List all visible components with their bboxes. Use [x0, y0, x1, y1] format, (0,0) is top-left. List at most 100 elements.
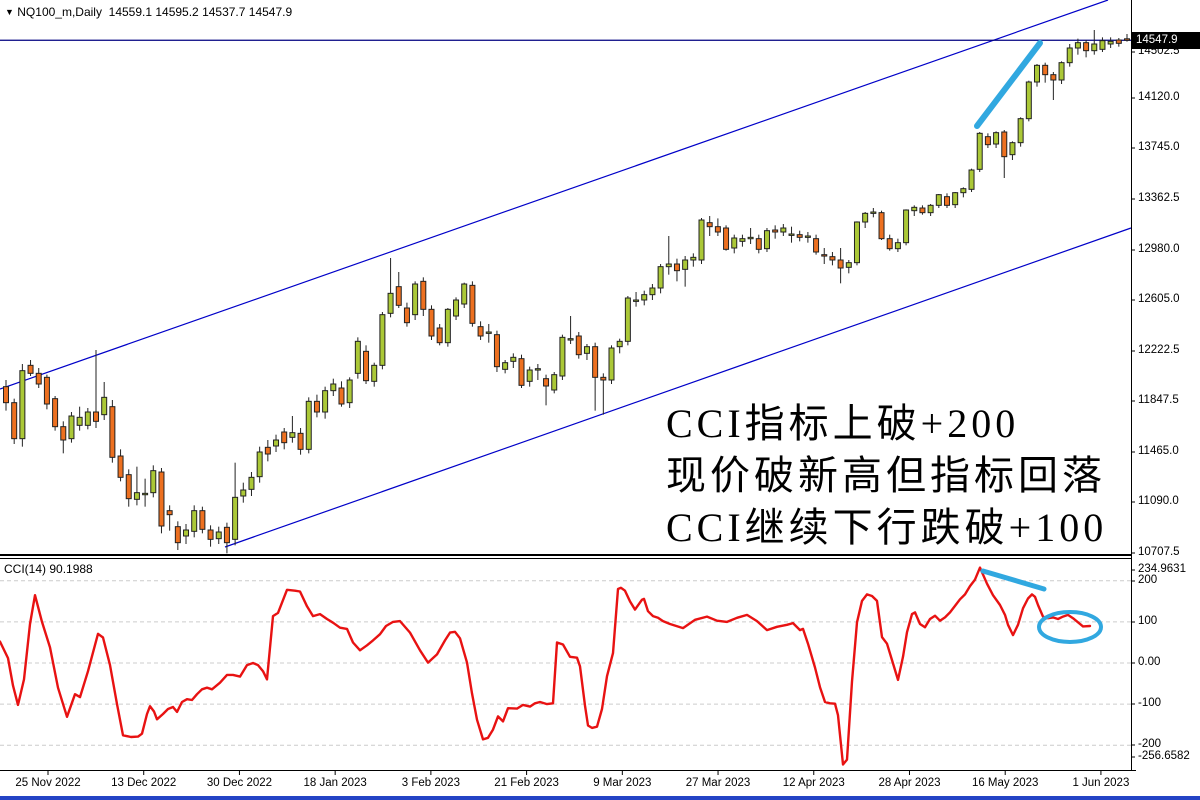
- candle-body: [624, 297, 631, 342]
- candle-body: [166, 510, 173, 516]
- candle-body: [93, 411, 100, 422]
- candle-body: [232, 496, 239, 540]
- candle-body: [191, 510, 198, 532]
- candle-body: [608, 347, 615, 381]
- candle-body: [19, 370, 26, 440]
- date-axis-label: 21 Feb 2023: [494, 777, 559, 789]
- price-axis-label: 13745.0: [1138, 141, 1180, 153]
- candle-body: [52, 398, 59, 428]
- candle-body: [485, 331, 492, 334]
- candle-body: [403, 307, 410, 324]
- candle-body: [665, 263, 672, 268]
- cci-ellipse-annotation: [1037, 610, 1103, 644]
- candle-body: [943, 196, 950, 206]
- candle-body: [109, 406, 116, 458]
- candle-body: [968, 169, 975, 190]
- ohlc-readout: 14559.1 14595.2 14537.7 14547.9: [108, 5, 293, 19]
- candle-body: [583, 346, 590, 354]
- candle-body: [804, 235, 811, 238]
- candle-body: [3, 386, 9, 404]
- candle-body: [125, 474, 132, 500]
- date-axis-label: 1 Jun 2023: [1072, 777, 1130, 789]
- candle-body: [273, 439, 280, 447]
- candle-body: [183, 529, 190, 537]
- candle-body: [11, 402, 18, 440]
- candle-body: [935, 194, 942, 206]
- candle-body: [281, 431, 288, 444]
- candle-body: [984, 136, 991, 146]
- candle-body: [600, 376, 607, 381]
- candle-body: [43, 376, 50, 405]
- pane-splitter-line2: [0, 558, 1131, 559]
- candle-body: [313, 400, 320, 413]
- candle-body: [821, 254, 828, 257]
- candle-body: [706, 222, 713, 228]
- candle-body: [886, 238, 893, 250]
- current-price-tag: 14547.9: [1132, 32, 1200, 49]
- candle-body: [788, 233, 795, 236]
- candle-body: [1107, 40, 1114, 45]
- candle-body: [510, 356, 517, 362]
- date-axis-label: 28 Apr 2023: [878, 777, 941, 789]
- candle-body: [870, 211, 877, 214]
- candle-body: [739, 238, 746, 242]
- candle-body: [363, 350, 370, 382]
- candle-body: [1115, 39, 1122, 44]
- symbol-header[interactable]: ▼ NQ100_m,Daily 14559.1 14595.2 14537.7 …: [5, 5, 292, 19]
- price-axis-label: 10707.5: [1138, 546, 1180, 558]
- symbol-dropdown-icon[interactable]: ▼: [5, 7, 14, 17]
- cci-line: [0, 566, 1092, 766]
- candle-body: [1033, 64, 1040, 83]
- candle-body: [1025, 81, 1032, 120]
- symbol-name: NQ100_m,Daily: [17, 5, 102, 19]
- candle-body: [649, 287, 656, 296]
- candle-body: [387, 292, 394, 314]
- candle-body: [469, 284, 476, 324]
- candle-body: [453, 299, 460, 317]
- price-axis-label: 11465.0: [1138, 445, 1179, 457]
- candle-body: [894, 242, 901, 250]
- date-axis-label: 25 Nov 2022: [15, 777, 81, 789]
- candle-body: [330, 383, 337, 392]
- candle-body: [150, 470, 157, 494]
- candle-body: [534, 368, 541, 371]
- time-axis-line: [0, 770, 1136, 771]
- candle-body: [927, 204, 934, 214]
- right-axis-line: [1131, 0, 1132, 771]
- date-axis-label: 3 Feb 2023: [401, 777, 460, 789]
- candle-body: [543, 378, 550, 387]
- candle-body: [845, 262, 852, 268]
- candle-body: [976, 132, 983, 170]
- candle-body: [960, 188, 967, 194]
- candle-body: [878, 212, 885, 240]
- candle-body: [84, 411, 91, 426]
- pane-splitter[interactable]: [0, 554, 1131, 556]
- candle-body: [133, 492, 140, 500]
- price-axis-label: 11090.0: [1138, 495, 1179, 507]
- cci-axis-label: -256.6582: [1138, 750, 1190, 762]
- candle-body: [371, 364, 378, 382]
- candle-body: [829, 256, 836, 261]
- candle-body: [215, 531, 222, 540]
- candle-body: [289, 432, 296, 438]
- candle-body: [567, 338, 574, 341]
- candle-body: [477, 326, 484, 337]
- candle-body: [796, 234, 803, 238]
- trend-channel-upper-line: [0, 0, 1109, 390]
- candle-body: [714, 226, 721, 233]
- candle-body: [763, 230, 770, 250]
- date-axis-label: 12 Apr 2023: [782, 777, 845, 789]
- date-axis-label: 16 May 2023: [971, 777, 1039, 789]
- candle-body: [436, 327, 443, 344]
- candle-body: [772, 229, 779, 233]
- cci-down-arrow-annotation: [980, 568, 1047, 592]
- price-axis-label: 11847.5: [1138, 394, 1179, 406]
- candle-body: [346, 379, 353, 404]
- price-up-arrow-annotation: [974, 40, 1043, 129]
- candle-body: [1074, 42, 1081, 49]
- candle-body: [338, 387, 345, 405]
- candle-body: [117, 455, 124, 478]
- candle-body: [575, 335, 582, 356]
- price-axis-label: 13362.5: [1138, 192, 1180, 204]
